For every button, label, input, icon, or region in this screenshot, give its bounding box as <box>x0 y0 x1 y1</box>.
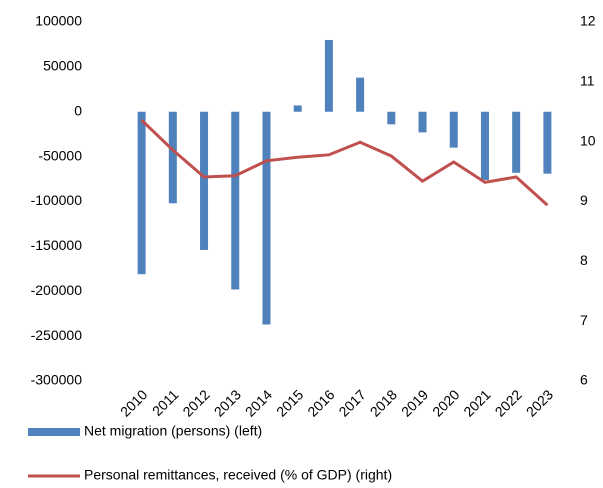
x-tick-label: 2018 <box>367 386 400 419</box>
x-tick-label: 2010 <box>117 386 150 419</box>
y2-tick-label: 6 <box>580 372 588 388</box>
x-tick-label: 2017 <box>336 386 369 419</box>
y-tick-label: 50000 <box>43 58 82 74</box>
bar <box>200 111 209 250</box>
y-tick-label: -100000 <box>31 192 83 208</box>
bar <box>168 111 177 204</box>
x-tick-label: 2021 <box>460 386 493 419</box>
y2-tick-label: 8 <box>580 252 588 268</box>
y2-tick-label: 10 <box>580 132 596 148</box>
bar <box>418 111 427 133</box>
x-tick-label: 2011 <box>149 386 182 419</box>
legend-swatch <box>28 428 80 436</box>
y2-tick-label: 9 <box>580 192 588 208</box>
x-tick-label: 2012 <box>179 386 212 419</box>
bar <box>480 111 489 180</box>
x-tick-label: 2020 <box>429 386 462 419</box>
y2-tick-label: 12 <box>580 13 596 29</box>
bar <box>512 111 521 173</box>
bar <box>543 111 552 174</box>
bar <box>262 111 271 325</box>
x-tick-label: 2016 <box>304 386 337 419</box>
y2-tick-label: 11 <box>580 73 595 89</box>
y-tick-label: 100000 <box>35 13 82 29</box>
bar <box>356 77 365 112</box>
bar <box>231 111 240 290</box>
y-tick-label: -300000 <box>31 372 83 388</box>
y-tick-label: -200000 <box>31 282 83 298</box>
bar <box>449 111 458 148</box>
x-tick-label: 2014 <box>242 386 275 419</box>
y2-tick-label: 7 <box>580 312 588 328</box>
legend-label: Net migration (persons) (left) <box>84 423 262 439</box>
y-tick-label: -150000 <box>31 237 83 253</box>
x-tick-label: 2023 <box>523 386 556 419</box>
x-tick-label: 2013 <box>211 386 244 419</box>
line <box>140 119 549 207</box>
bar <box>293 105 302 112</box>
y-tick-label: -250000 <box>31 327 83 343</box>
x-tick-label: 2019 <box>398 386 431 419</box>
x-tick-label: 2015 <box>273 386 306 419</box>
bar <box>387 111 396 125</box>
y-tick-label: 0 <box>74 102 82 118</box>
bar <box>137 111 146 275</box>
bar <box>324 39 333 112</box>
x-tick-label: 2022 <box>492 386 525 419</box>
legend-label: Personal remittances, received (% of GDP… <box>84 467 392 483</box>
y-tick-label: -50000 <box>38 147 82 163</box>
